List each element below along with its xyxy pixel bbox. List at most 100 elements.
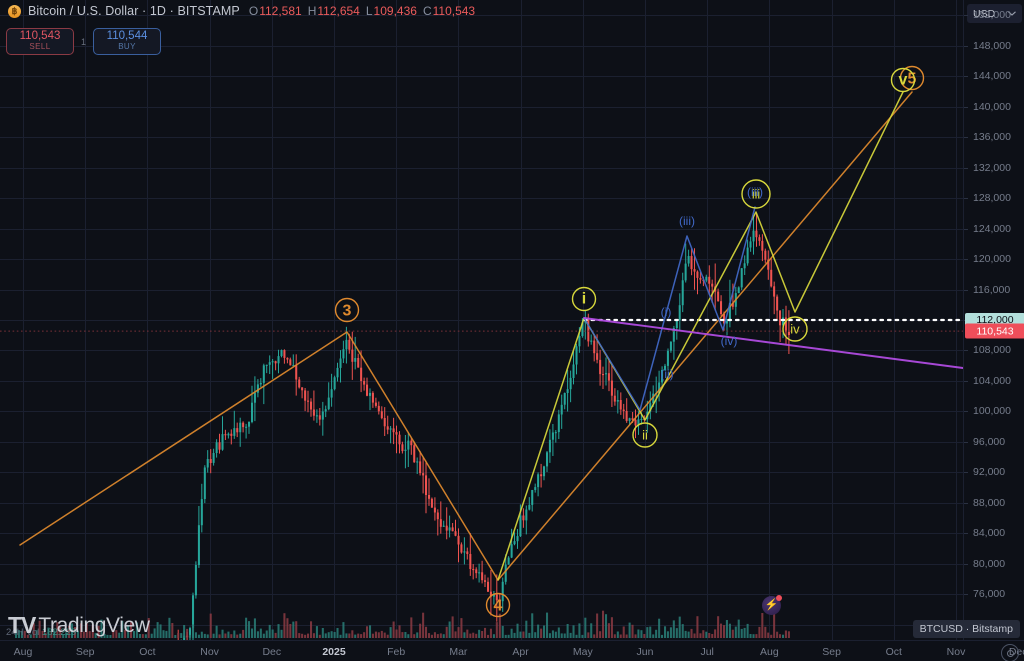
candle-body (295, 365, 298, 380)
alert-dot (776, 595, 782, 601)
price-tick-mark (964, 411, 968, 413)
volume-bar (658, 618, 661, 638)
volume-bar (725, 620, 728, 638)
volume-bar (256, 631, 259, 638)
volume-bar (395, 629, 398, 638)
volume-bar (174, 635, 177, 638)
volume-bar (41, 630, 44, 638)
wave-label-circle[interactable] (632, 422, 658, 448)
price-scale[interactable]: USD 152,000 148,000 144,000 140,000 136,000 1… (963, 0, 1024, 640)
price-tick: 108,000 (973, 344, 1011, 357)
lightning-bolt-icon[interactable]: ⚡ (762, 595, 782, 615)
volume-bar (383, 632, 386, 638)
candle-body (628, 418, 631, 421)
candle-body (664, 365, 667, 370)
volume-bar (717, 616, 720, 638)
volume-bar (371, 633, 374, 638)
wave-path-violet-trendline[interactable] (583, 317, 963, 369)
volume-bar (369, 625, 372, 638)
buy-button[interactable]: 110,544 BUY (93, 28, 162, 55)
volume-bar (144, 634, 147, 638)
volume-bar (50, 630, 53, 638)
wave-label-circle[interactable] (485, 592, 511, 618)
wave-label-text: v (899, 72, 908, 89)
candle-body (575, 346, 578, 365)
candle-body (761, 240, 764, 251)
time-tick: Apr (512, 646, 529, 658)
symbol-title[interactable]: Bitcoin / U.S. Dollar · 1D · BITSTAMP (28, 4, 240, 18)
candle-body (787, 331, 790, 335)
volume-bar (307, 633, 310, 638)
candle-body (537, 474, 540, 488)
wave-label-circle[interactable] (741, 179, 771, 209)
candle-body (581, 322, 584, 336)
volume-bar (386, 634, 389, 638)
wave-label-circle[interactable] (782, 316, 808, 342)
grid-line-h (0, 168, 963, 169)
currency-label: USD (973, 7, 996, 20)
candle-body (404, 449, 407, 451)
candle-body (773, 286, 776, 297)
wave-label-circle[interactable] (571, 286, 597, 312)
currency-selector[interactable]: USD (967, 4, 1022, 23)
candle-body (336, 367, 339, 378)
candle-body (669, 341, 672, 351)
candle-body (572, 364, 575, 378)
candle-body (687, 256, 690, 264)
candle-body (324, 409, 327, 412)
candle-body (218, 442, 221, 450)
wave-label-circle[interactable] (899, 65, 925, 91)
volume-bar (85, 623, 88, 638)
candle-body (253, 392, 256, 403)
candle-body (684, 263, 687, 281)
crosshair-target-icon[interactable] (1001, 644, 1019, 661)
volume-bar (277, 624, 280, 638)
candle-body (779, 310, 782, 326)
volume-bar (377, 632, 380, 638)
volume-bar (124, 629, 127, 638)
grid-line-h (0, 137, 963, 138)
volume-bar (584, 617, 587, 638)
candle-body (519, 515, 522, 537)
volume-bar (448, 621, 451, 638)
price-tick-mark (964, 594, 968, 596)
candle-body (466, 551, 469, 554)
volume-bar (702, 630, 705, 638)
volume-bar (548, 633, 551, 638)
chart-pane[interactable]: 3 4 5 v i ii iii iv (i) (ii) (iii) (iii) (iv) (0, 0, 963, 640)
time-scale[interactable]: Aug Sep Oct Nov Dec 2025 Feb Mar Apr May Jun Jul Aug… (0, 640, 1024, 661)
candle-body (678, 305, 681, 321)
bolt-glyph: ⚡ (764, 599, 779, 611)
wave-path-minor-wave-i-ii-iii-iv-v[interactable] (497, 91, 904, 581)
volume-bar (100, 619, 103, 638)
wave-label-circle[interactable] (334, 297, 360, 323)
candle-body (289, 359, 292, 366)
volume-bar (324, 633, 327, 638)
candle-body (469, 554, 472, 569)
volume-bar (253, 618, 256, 638)
wave-path-sub-wave-i-ii-iii-iv[interactable] (583, 206, 756, 411)
candle-body (422, 473, 425, 476)
candle-body (746, 247, 749, 264)
candle-body (675, 320, 678, 328)
wave-label-circle[interactable] (890, 67, 916, 93)
candle-body (755, 230, 758, 238)
volume-bar (109, 635, 112, 638)
candle-body (554, 432, 557, 434)
sell-button[interactable]: 110,543 SELL (6, 28, 74, 55)
candle-body (345, 339, 348, 350)
ohlc-key: L (365, 4, 373, 18)
volume-bar (563, 633, 566, 638)
price-tick: 124,000 (973, 222, 1011, 235)
wave-path-primary-wave-3-4-5[interactable] (19, 91, 913, 581)
volume-bar (687, 631, 690, 638)
candle-body (776, 296, 779, 311)
volume-bar (510, 628, 513, 638)
candle-body (233, 428, 236, 436)
volume-bar (551, 630, 554, 638)
candle-body (256, 384, 259, 393)
candle-body (277, 356, 280, 364)
candle-body (304, 390, 307, 401)
volume-bar (519, 631, 522, 638)
price-tick-mark (964, 563, 968, 565)
